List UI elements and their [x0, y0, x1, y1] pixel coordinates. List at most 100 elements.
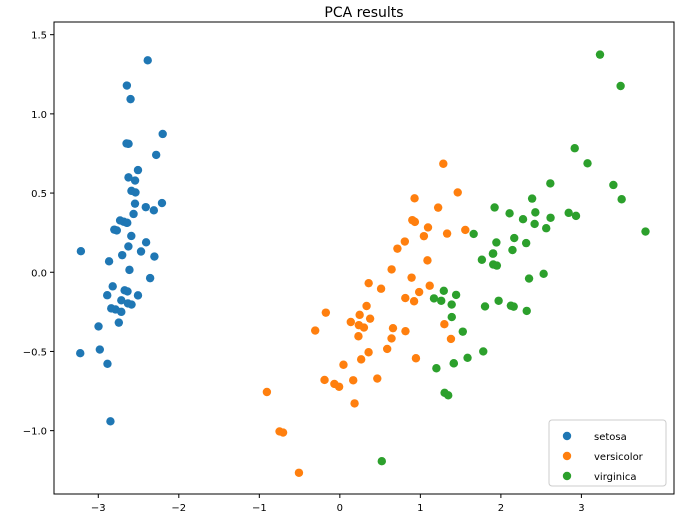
- point-versicolor: [423, 223, 433, 232]
- point-versicolor: [453, 188, 462, 197]
- point-setosa: [130, 176, 140, 185]
- point-virginica: [494, 296, 503, 305]
- point-virginica: [570, 144, 579, 153]
- point-virginica: [469, 229, 478, 239]
- point-versicolor: [346, 317, 355, 327]
- chart-title: PCA results: [324, 5, 403, 21]
- point-virginica: [489, 260, 498, 269]
- point-setosa: [76, 246, 86, 256]
- y-tick-label: 0.5: [31, 189, 47, 200]
- point-setosa: [123, 287, 132, 296]
- point-virginica: [451, 290, 461, 300]
- point-setosa: [104, 257, 114, 266]
- point-virginica: [440, 388, 449, 397]
- point-versicolor: [330, 379, 339, 389]
- point-virginica: [530, 219, 539, 229]
- point-virginica: [564, 208, 573, 218]
- point-setosa: [141, 238, 151, 247]
- point-versicolor: [311, 326, 320, 335]
- point-virginica: [522, 306, 531, 316]
- point-virginica: [542, 224, 551, 233]
- point-setosa: [151, 150, 161, 160]
- point-setosa: [95, 345, 105, 354]
- point-virginica: [505, 209, 514, 218]
- x-tick-label: −3: [91, 503, 106, 514]
- point-versicolor: [359, 323, 369, 332]
- point-setosa: [129, 209, 138, 219]
- point-virginica: [583, 159, 592, 168]
- point-virginica: [509, 302, 518, 311]
- point-setosa: [133, 291, 143, 300]
- point-versicolor: [387, 265, 396, 274]
- point-virginica: [480, 302, 490, 311]
- point-virginica: [546, 213, 555, 222]
- point-setosa: [122, 139, 131, 148]
- point-versicolor: [365, 314, 375, 323]
- point-versicolor: [425, 281, 434, 290]
- point-virginica: [463, 353, 472, 362]
- point-setosa: [157, 198, 167, 208]
- y-tick-label: −0.5: [23, 347, 47, 358]
- point-versicolor: [409, 297, 419, 306]
- point-setosa: [117, 296, 126, 305]
- point-virginica: [377, 457, 386, 466]
- legend-marker-setosa: [562, 431, 572, 441]
- point-setosa: [122, 81, 132, 90]
- legend: setosa versicolor virginica: [548, 419, 667, 487]
- point-setosa: [125, 265, 134, 275]
- point-versicolor: [339, 360, 348, 369]
- y-tick-label: 0.0: [31, 268, 47, 279]
- point-virginica: [531, 208, 540, 217]
- point-setosa: [126, 94, 135, 104]
- legend-marker-virginica: [562, 471, 572, 481]
- point-virginica: [488, 249, 498, 258]
- point-setosa: [145, 273, 155, 283]
- point-virginica: [479, 347, 488, 356]
- point-setosa: [103, 291, 112, 300]
- point-setosa: [103, 359, 112, 369]
- point-versicolor: [373, 374, 382, 383]
- point-virginica: [571, 211, 581, 221]
- point-setosa: [112, 226, 122, 235]
- point-setosa: [94, 322, 103, 331]
- point-versicolor: [411, 354, 421, 363]
- point-setosa: [130, 199, 140, 208]
- point-setosa: [131, 188, 140, 197]
- point-versicolor: [461, 225, 470, 235]
- point-versicolor: [440, 320, 449, 329]
- y-tick-label: 1.5: [31, 31, 47, 42]
- point-setosa: [150, 252, 159, 261]
- legend-box: [548, 419, 667, 487]
- point-setosa: [107, 304, 116, 313]
- point-versicolor: [364, 348, 373, 357]
- point-versicolor: [356, 355, 366, 364]
- point-setosa: [133, 165, 143, 175]
- point-versicolor: [446, 334, 456, 344]
- point-virginica: [609, 180, 618, 190]
- point-virginica: [458, 327, 467, 336]
- legend-label-setosa: setosa: [594, 432, 627, 443]
- point-versicolor: [387, 334, 396, 343]
- point-versicolor: [354, 332, 363, 341]
- point-virginica: [539, 269, 548, 279]
- point-virginica: [524, 274, 534, 283]
- point-virginica: [447, 300, 456, 309]
- point-virginica: [521, 238, 531, 248]
- point-versicolor: [433, 203, 443, 212]
- point-versicolor: [423, 256, 432, 265]
- point-virginica: [617, 195, 626, 204]
- point-setosa: [136, 247, 146, 256]
- point-versicolor: [294, 468, 304, 477]
- point-versicolor: [419, 231, 429, 241]
- point-versicolor: [393, 244, 402, 253]
- point-setosa: [149, 206, 159, 215]
- point-versicolor: [376, 284, 386, 293]
- point-versicolor: [278, 428, 288, 437]
- x-tick-label: 2: [498, 503, 504, 514]
- point-setosa: [123, 218, 132, 228]
- point-versicolor: [407, 273, 416, 282]
- point-setosa: [117, 307, 126, 317]
- point-versicolor: [350, 399, 359, 408]
- point-versicolor: [262, 387, 272, 397]
- point-virginica: [449, 359, 458, 368]
